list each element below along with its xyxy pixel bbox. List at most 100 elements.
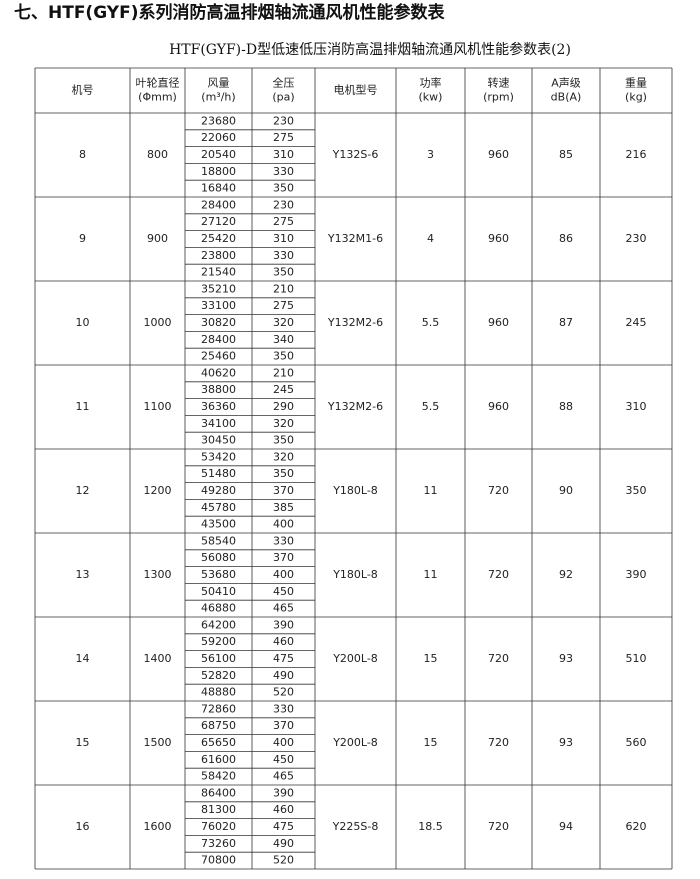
cell: Y132M1-6 (327, 232, 383, 245)
cell: 210 (273, 282, 294, 295)
header-cell: (m³/h) (201, 91, 235, 104)
cell: 87 (559, 316, 573, 329)
cell: 350 (273, 467, 294, 480)
cell: Y132S-6 (332, 148, 379, 161)
cell: 350 (273, 434, 294, 447)
cell: 1500 (144, 736, 172, 749)
cell: 520 (273, 854, 294, 867)
header-cell: 机号 (72, 83, 94, 97)
cell: 620 (626, 820, 647, 833)
cell: 960 (488, 232, 509, 245)
cell: 960 (488, 148, 509, 161)
cell: 90 (559, 484, 573, 497)
cell: 76020 (201, 820, 236, 833)
cell: 53680 (201, 568, 236, 581)
cell: 720 (488, 568, 509, 581)
cell: 1400 (144, 652, 172, 665)
cell: 93 (559, 736, 573, 749)
cell: 92 (559, 568, 573, 581)
cell: 25420 (201, 232, 236, 245)
cell: 1300 (144, 568, 172, 581)
cell: 52820 (201, 669, 236, 682)
cell: 30820 (201, 316, 236, 329)
header-cell: (kg) (625, 91, 647, 104)
header-cell: 转速 (488, 76, 510, 90)
cell: 30450 (201, 434, 236, 447)
cell: 1600 (144, 820, 172, 833)
cell: Y200L-8 (332, 736, 378, 749)
cell: 43500 (201, 518, 236, 531)
header-cell: 风量 (208, 77, 230, 90)
cell: 720 (488, 820, 509, 833)
cell: 64200 (201, 618, 236, 631)
cell: 15 (424, 652, 438, 665)
cell: Y200L-8 (332, 652, 378, 665)
cell: 86400 (201, 786, 236, 799)
cell: 290 (273, 400, 294, 413)
cell: 390 (273, 786, 294, 799)
cell: 510 (626, 652, 647, 665)
cell: 900 (147, 232, 168, 245)
cell: 53420 (201, 450, 236, 463)
cell: 22060 (201, 131, 236, 144)
cell: 13 (76, 568, 90, 581)
cell: 85 (559, 148, 573, 161)
cell: 460 (273, 803, 294, 816)
cell: 16 (76, 820, 90, 833)
cell: 310 (273, 232, 294, 245)
cell: 720 (488, 736, 509, 749)
cell: 28400 (201, 198, 236, 211)
cell: 35210 (201, 282, 236, 295)
cell: 40620 (201, 366, 236, 379)
cell: 1100 (144, 400, 172, 413)
cell: 93 (559, 652, 573, 665)
cell: 23800 (201, 249, 236, 262)
cell: 320 (273, 316, 294, 329)
cell: 275 (273, 215, 294, 228)
cell: 490 (273, 837, 294, 850)
cell: Y180L-8 (332, 484, 378, 497)
cell: 230 (273, 114, 294, 127)
cell: 370 (273, 719, 294, 732)
cell: 70800 (201, 854, 236, 867)
cell: 18.5 (418, 820, 443, 833)
cell: 16840 (201, 182, 236, 195)
cell: 94 (559, 820, 573, 833)
cell: 15 (424, 736, 438, 749)
cell: 465 (273, 602, 294, 615)
cell: 460 (273, 635, 294, 648)
subtitle: HTF(GYF)-D型低速低压消防高温排烟轴流通风机性能参数表(2) (169, 41, 571, 58)
cell: 50410 (201, 585, 236, 598)
cell: 25460 (201, 350, 236, 363)
cell: 390 (626, 568, 647, 581)
cell: 14 (76, 652, 90, 665)
cell: 330 (273, 702, 294, 715)
header-cell: 电机型号 (334, 83, 378, 97)
cell: 450 (273, 585, 294, 598)
cell: 5.5 (422, 316, 440, 329)
cell: 36360 (201, 400, 236, 413)
cell: 56080 (201, 551, 236, 564)
cell: 450 (273, 753, 294, 766)
cell: 330 (273, 165, 294, 178)
cell: 245 (273, 383, 294, 396)
cell: 56100 (201, 652, 236, 665)
cell: 310 (626, 400, 647, 413)
cell: 390 (273, 618, 294, 631)
cell: 465 (273, 770, 294, 783)
cell: 230 (626, 232, 647, 245)
cell: 330 (273, 249, 294, 262)
cell: 400 (273, 568, 294, 581)
cell: 33100 (201, 299, 236, 312)
cell: 475 (273, 652, 294, 665)
cell: 58540 (201, 534, 236, 547)
cell: 49280 (201, 484, 236, 497)
cell: 51480 (201, 467, 236, 480)
cell: 9 (79, 232, 86, 245)
cell: 5.5 (422, 400, 440, 413)
cell: 61600 (201, 753, 236, 766)
cell: 65650 (201, 736, 236, 749)
header-cell: (pa) (272, 91, 294, 104)
cell: 275 (273, 131, 294, 144)
cell: 960 (488, 316, 509, 329)
